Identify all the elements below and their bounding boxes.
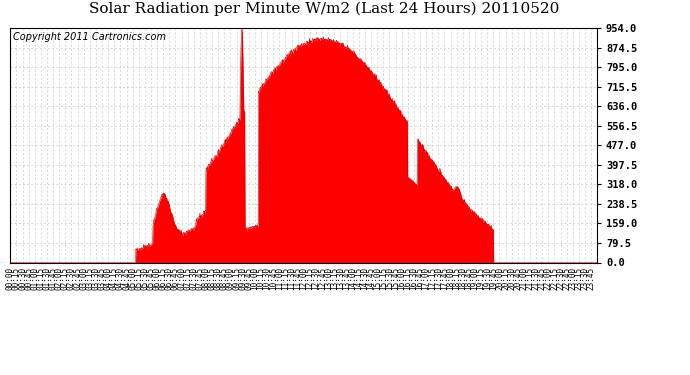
Text: Copyright 2011 Cartronics.com: Copyright 2011 Cartronics.com: [13, 32, 166, 42]
Text: Solar Radiation per Minute W/m2 (Last 24 Hours) 20110520: Solar Radiation per Minute W/m2 (Last 24…: [89, 2, 560, 16]
